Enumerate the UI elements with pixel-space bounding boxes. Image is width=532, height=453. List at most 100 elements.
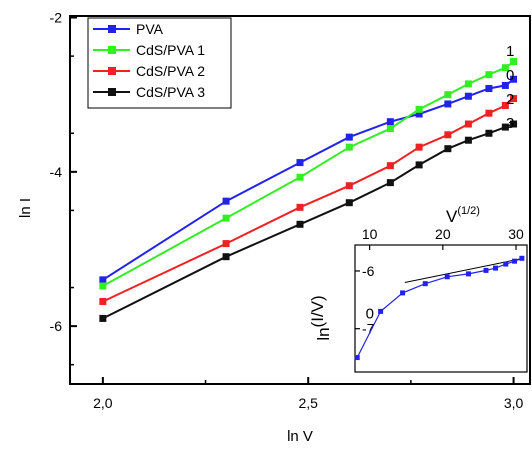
data-point	[510, 120, 518, 128]
inset-y-tick-label: -7	[362, 321, 375, 337]
data-point	[415, 143, 423, 151]
data-point	[296, 203, 304, 211]
data-point	[485, 129, 493, 137]
data-point	[485, 71, 493, 79]
data-point	[444, 100, 452, 108]
inset-data-point	[465, 271, 471, 277]
main-y-tick-label: -6	[50, 318, 63, 334]
data-point	[415, 105, 423, 113]
inset-x-label-base: V	[446, 207, 458, 226]
inset-x-tick-label: 30	[508, 226, 524, 242]
inset-y-ticks: -6 -7	[355, 263, 375, 337]
data-point	[296, 220, 304, 228]
data-point	[444, 131, 452, 139]
inset-chart: 10 20 30 -6 -7 0 V(1/2) ln(I/V)	[308, 205, 528, 373]
series-pva	[99, 75, 518, 284]
main-plot-frame	[69, 15, 531, 385]
data-point	[345, 199, 353, 207]
series-cds-pva-2	[99, 95, 518, 305]
data-point	[99, 314, 107, 322]
data-point	[510, 75, 518, 83]
data-point	[222, 214, 230, 222]
data-point	[222, 253, 230, 261]
data-point	[386, 125, 394, 133]
legend-swatch-marker	[108, 25, 116, 33]
inset-y-axis-label: ln(I/V)	[308, 295, 333, 340]
inset-data-point	[503, 261, 509, 267]
inset-y-label-main: ln	[314, 327, 333, 340]
legend-label: CdS/PVA 3	[136, 84, 205, 100]
series-end-label: 2	[506, 91, 514, 108]
inset-data-point	[400, 290, 406, 296]
inset-data-point	[512, 258, 518, 264]
data-point	[345, 143, 353, 151]
inset-data-point	[493, 265, 499, 271]
data-point	[386, 162, 394, 170]
series-cds-pva-1	[99, 58, 518, 290]
data-point	[99, 297, 107, 305]
inset-series: 0	[354, 255, 525, 361]
main-y-ticks: -2 -4 -6	[50, 10, 77, 366]
data-point	[510, 58, 518, 66]
inset-data-point	[378, 308, 384, 314]
inset-y-tick-label: -6	[362, 263, 375, 279]
legend-item-cds-pva-2: CdS/PVA 2	[93, 63, 205, 79]
inset-data-point	[519, 255, 525, 261]
main-x-tick-label: 2,5	[298, 395, 318, 411]
inset-data-point	[354, 355, 360, 361]
data-point	[415, 110, 423, 118]
inset-x-label-exponent: (1/2)	[457, 205, 480, 217]
inset-series-group: 0	[354, 255, 525, 361]
main-y-tick-label: -2	[50, 10, 63, 26]
legend-label: CdS/PVA 2	[136, 63, 205, 79]
series-end-labels: 1 0 2 3	[506, 43, 514, 132]
data-point	[444, 145, 452, 153]
data-point	[444, 91, 452, 99]
legend-swatch-marker	[108, 88, 116, 96]
data-point	[99, 276, 107, 284]
legend-swatch-marker	[108, 67, 116, 75]
data-point	[485, 109, 493, 117]
inset-data-point	[422, 281, 428, 287]
inset-x-tick-label: 10	[362, 226, 378, 242]
data-point	[99, 282, 107, 290]
data-point	[501, 64, 509, 72]
data-point	[501, 101, 509, 109]
inset-x-axis-label: V(1/2)	[446, 205, 480, 226]
data-point	[510, 95, 518, 103]
inset-frame	[354, 244, 528, 373]
data-point	[386, 179, 394, 187]
data-point	[485, 85, 493, 93]
data-point	[345, 133, 353, 141]
data-point	[386, 118, 394, 126]
series-end-label: 1	[506, 43, 514, 60]
main-y-tick-label: -4	[50, 164, 63, 180]
data-point	[501, 81, 509, 89]
data-point	[464, 80, 472, 88]
data-point	[501, 123, 509, 131]
data-point	[296, 159, 304, 167]
data-point	[296, 173, 304, 181]
main-series-group	[99, 58, 518, 322]
legend-label: CdS/PVA 1	[136, 42, 205, 58]
inset-series-label: 0	[366, 305, 374, 322]
data-point	[464, 136, 472, 144]
data-point	[415, 161, 423, 169]
inset-x-tick-label: 20	[435, 226, 451, 242]
inset-y-label-paren: (I/V)	[308, 295, 327, 327]
legend-swatch-marker	[108, 46, 116, 54]
main-x-ticks: 2,0 2,5 3,0	[93, 377, 524, 411]
inset-data-point	[483, 267, 489, 273]
data-point	[222, 240, 230, 248]
main-y-axis-label: ln I	[17, 198, 34, 218]
main-x-tick-label: 3,0	[504, 395, 524, 411]
legend-item-pva: PVA	[93, 21, 164, 37]
legend-label: PVA	[136, 21, 164, 37]
legend: PVA CdS/PVA 1 CdS/PVA 2 CdS/PVA 3	[87, 17, 232, 109]
series-end-label: 0	[506, 67, 514, 84]
inset-x-ticks: 10 20 30	[362, 226, 524, 250]
data-point	[345, 182, 353, 190]
main-x-tick-label: 2,0	[93, 395, 113, 411]
